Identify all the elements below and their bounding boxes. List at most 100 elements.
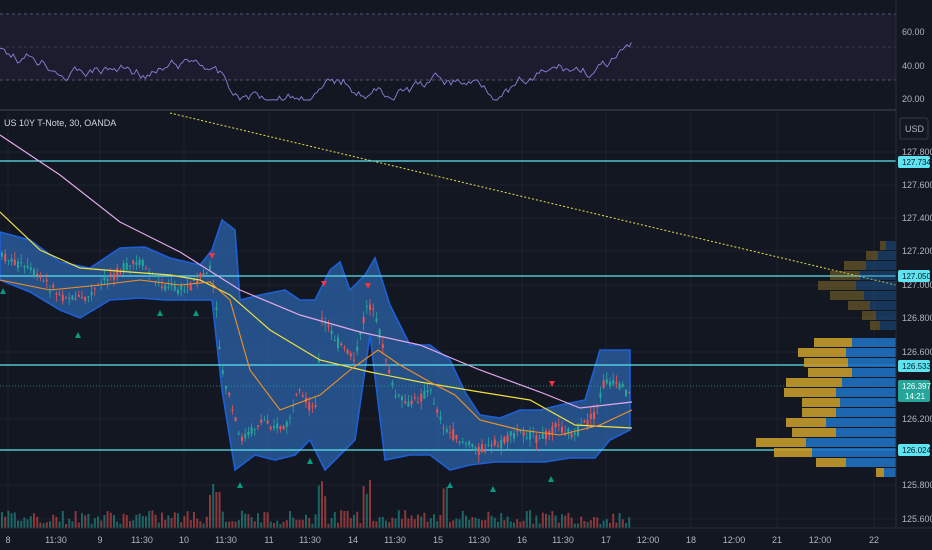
price-scale[interactable]: 60.00 40.00 20.00 USD 127.800 127.600 12…	[895, 0, 932, 550]
candle-body	[49, 291, 51, 293]
volume-bar	[87, 513, 90, 528]
volume-bar	[452, 520, 455, 528]
trendline[interactable]	[169, 112, 901, 287]
candle-body	[1, 252, 3, 257]
volume-bar	[557, 522, 560, 528]
candle-body	[167, 287, 170, 289]
volume-bar	[52, 514, 55, 528]
volume-bar	[10, 513, 13, 528]
candle-body	[199, 273, 202, 278]
candle-body	[442, 427, 445, 429]
candle-body	[100, 282, 103, 284]
volume-profile-bar	[866, 261, 896, 270]
candle-body	[333, 340, 336, 342]
volume-bar	[471, 517, 474, 528]
volume-profile-bar	[880, 321, 896, 330]
volume-bar	[615, 522, 618, 528]
main-pane[interactable]: US 10Y T-Note, 30, OANDA	[0, 112, 901, 528]
volume-profile-bar	[804, 358, 848, 367]
currency-label[interactable]: USD	[905, 124, 925, 134]
sell-signal-marker	[549, 381, 555, 387]
volume-bar	[161, 512, 163, 528]
volume-bar	[305, 514, 307, 528]
candle-body	[525, 437, 528, 439]
volume-bar	[65, 523, 67, 528]
volume-bar	[503, 520, 506, 528]
price-tick: 125.600	[902, 514, 932, 524]
candle-body	[337, 337, 339, 349]
volume-bar	[317, 485, 320, 528]
volume-bar	[359, 523, 362, 528]
volume-bar	[381, 516, 384, 528]
buy-signal-marker	[157, 310, 163, 316]
volume-bar	[493, 517, 496, 528]
price-tick: 126.800	[902, 313, 932, 323]
candle-body	[183, 290, 186, 292]
rsi-tick: 20.00	[902, 94, 925, 104]
candle-body	[567, 428, 570, 435]
volume-bar	[535, 515, 538, 528]
symbol-header: US 10Y T-Note, 30, OANDA	[4, 118, 116, 128]
candle-body	[71, 295, 74, 300]
candle-body	[161, 286, 163, 288]
volume-profile-bar	[870, 301, 896, 310]
volume-bar	[525, 511, 528, 528]
volume-bar	[135, 514, 138, 528]
buy-signal-marker	[490, 486, 496, 492]
candle-body	[513, 433, 515, 439]
candle-body	[93, 287, 96, 289]
volume-bar	[577, 523, 579, 528]
volume-bar	[193, 511, 195, 528]
volume-bar	[365, 493, 368, 528]
volume-bar	[375, 521, 378, 528]
candle-body	[125, 262, 128, 270]
candle-body	[461, 441, 464, 443]
candle-body	[135, 262, 138, 266]
volume-bar	[125, 515, 128, 528]
volume-bar	[548, 515, 551, 528]
volume-profile-bar	[774, 448, 812, 457]
candle-body	[26, 265, 29, 268]
volume-bar	[330, 517, 333, 528]
volume-bar	[618, 513, 621, 528]
sell-signal-marker	[209, 253, 215, 259]
candlesticks	[1, 249, 631, 463]
volume-profile-bar	[830, 271, 860, 280]
time-label: 9	[97, 535, 102, 545]
volume-bar	[196, 518, 199, 528]
candle-body	[285, 421, 288, 427]
volume-profile-bar	[826, 418, 896, 427]
candle-body	[129, 265, 131, 267]
candle-body	[189, 284, 192, 291]
volume-bar	[570, 517, 573, 528]
volume-bar	[186, 511, 189, 528]
candle-body	[42, 280, 45, 282]
volume-bar	[564, 515, 567, 528]
volume-bar	[231, 521, 234, 528]
volume-bar	[401, 518, 403, 528]
rsi-pane[interactable]	[0, 13, 896, 101]
volume-bar	[282, 521, 285, 528]
volume-bar	[234, 521, 237, 528]
volume-profile-bar	[818, 281, 856, 290]
rsi-line	[0, 42, 632, 101]
volume-bar	[71, 521, 74, 528]
volume-bar	[42, 523, 45, 528]
candle-body	[52, 284, 55, 288]
volume-bar	[212, 483, 215, 528]
volume-profile-bar	[808, 368, 852, 377]
volume-bar	[36, 516, 39, 528]
candle-body	[68, 297, 71, 299]
candle-body	[186, 286, 189, 288]
volume-bar	[17, 520, 19, 528]
candle-body	[132, 260, 135, 264]
price-tick: 127.800	[902, 147, 932, 157]
candle-body	[455, 435, 458, 440]
time-axis[interactable]: 8 11:30 9 11:30 10 11:30 11 11:30 14 11:…	[0, 527, 932, 550]
candle-body	[487, 444, 490, 446]
volume-bar	[250, 517, 253, 528]
candle-body	[490, 444, 493, 446]
candle-body	[324, 323, 327, 325]
volume-bar	[145, 516, 147, 528]
